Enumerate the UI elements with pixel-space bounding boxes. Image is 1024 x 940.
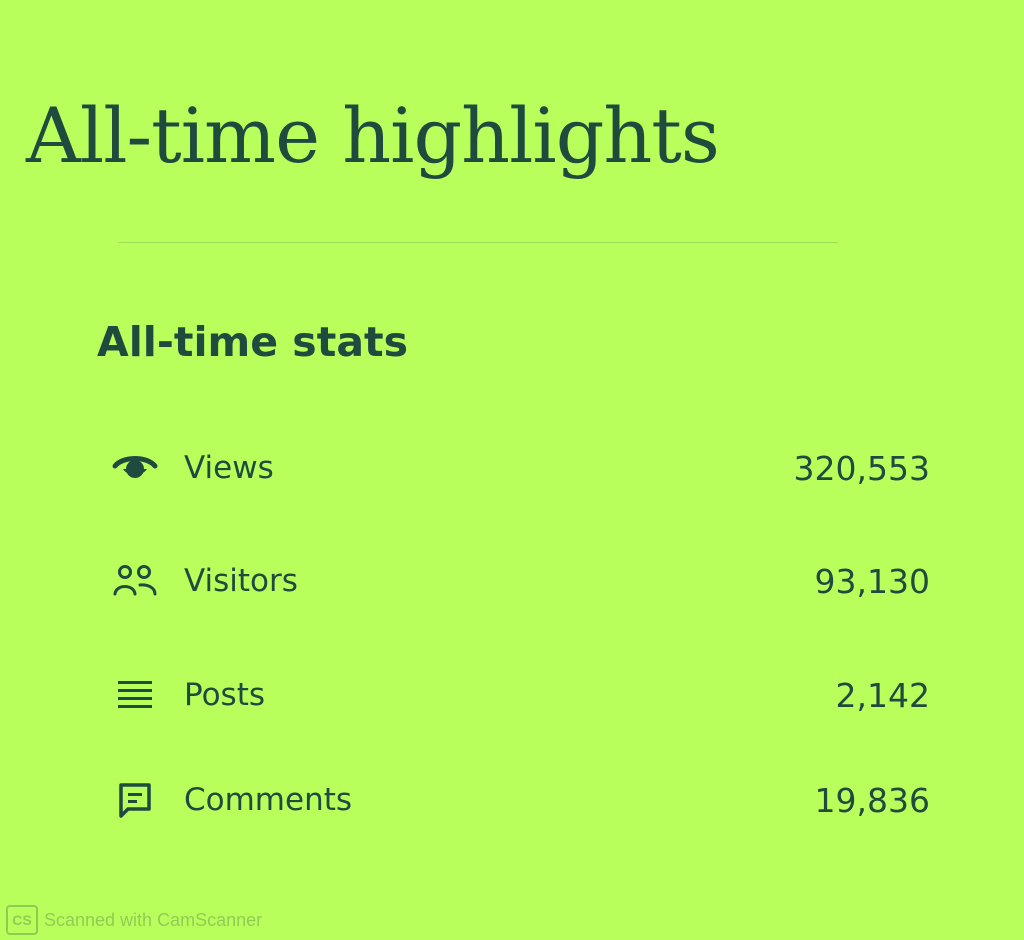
stat-label-views: Views [184, 449, 274, 486]
stat-value-comments: 19,836 [814, 780, 930, 820]
stat-left-posts: Posts [110, 673, 265, 717]
stat-value-views: 320,553 [793, 448, 930, 488]
stat-value-visitors: 93,130 [814, 561, 930, 601]
stat-row-visitors[interactable]: Visitors 93,130 [110, 556, 930, 606]
stat-value-posts: 2,142 [835, 675, 930, 715]
stat-row-comments[interactable]: Comments 19,836 [110, 775, 930, 825]
stat-row-views[interactable]: Views 320,553 [110, 443, 930, 493]
posts-icon [110, 673, 160, 717]
scan-text: Scanned with CamScanner [44, 909, 263, 930]
stat-label-visitors: Visitors [184, 562, 298, 599]
scan-watermark: CS Scanned with CamScanner [6, 905, 262, 935]
scan-badge: CS [6, 905, 38, 935]
stat-left-visitors: Visitors [110, 559, 298, 603]
section-divider [118, 242, 838, 243]
users-icon [110, 559, 160, 603]
comment-icon [110, 778, 160, 822]
stat-left-comments: Comments [110, 778, 352, 822]
eye-icon [110, 446, 160, 490]
stat-row-posts[interactable]: Posts 2,142 [110, 670, 930, 720]
stat-label-posts: Posts [184, 676, 266, 713]
stat-left-views: Views [110, 446, 274, 490]
stat-label-comments: Comments [184, 781, 353, 818]
stats-heading: All-time stats [97, 318, 408, 366]
page-title: All-time highlights [26, 91, 720, 180]
